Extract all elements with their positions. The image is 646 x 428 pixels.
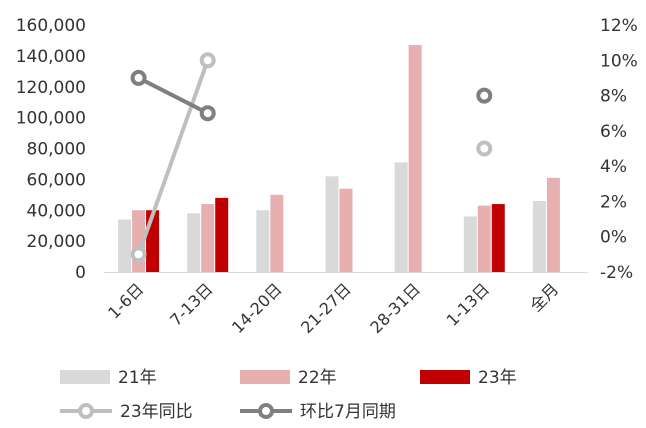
- y-right-tick-label: 4%: [600, 157, 627, 177]
- x-tick-label: 21-27日: [297, 279, 355, 337]
- legend-swatch-23年: [420, 370, 470, 384]
- x-tick-label: 1-6日: [104, 279, 147, 322]
- point-环比7月同期: [130, 69, 147, 86]
- bar-23年: [215, 197, 229, 272]
- y-left-tick-label: 0: [75, 263, 86, 283]
- legend-swatch-21年: [60, 370, 110, 384]
- legend-marker-23年同比: [78, 403, 94, 419]
- bar-21年: [325, 176, 339, 272]
- y-left-tick-label: 160,000: [16, 16, 86, 36]
- x-tick-label: 28-31日: [366, 279, 424, 337]
- legend-marker-环比7月同期: [258, 403, 274, 419]
- y-left-tick-label: 60,000: [27, 170, 86, 190]
- bar-21年: [187, 213, 201, 272]
- bar-22年: [201, 204, 215, 272]
- legend-label: 23年: [478, 368, 517, 388]
- legend-swatch-22年: [240, 370, 290, 384]
- y-right-tick-label: -2%: [600, 263, 633, 283]
- y-right-tick-label: 6%: [600, 122, 627, 142]
- y-right-tick-label: 10%: [600, 51, 638, 71]
- y-right-tick-label: 2%: [600, 192, 627, 212]
- y-left-tick-label: 40,000: [27, 201, 86, 221]
- bar-22年: [339, 188, 353, 272]
- legend-label: 环比7月同期: [300, 402, 396, 422]
- bar-21年: [532, 200, 546, 272]
- point-环比7月同期: [476, 87, 493, 104]
- bar-21年: [463, 216, 477, 272]
- x-tick-label: 7-13日: [166, 279, 216, 329]
- legend-label: 23年同比: [120, 402, 193, 422]
- bar-22年: [408, 45, 422, 272]
- y-left-tick-label: 120,000: [16, 78, 86, 98]
- point-23年同比: [130, 246, 147, 263]
- x-tick-label: 1-13日: [443, 279, 493, 329]
- y-left-tick-label: 100,000: [16, 109, 86, 129]
- x-tick-label: 全月: [526, 279, 562, 315]
- bar-21年: [118, 219, 132, 272]
- bar-22年: [546, 177, 560, 272]
- y-right-tick-label: 12%: [600, 16, 638, 36]
- bar-23年: [491, 204, 505, 272]
- bar-21年: [256, 210, 270, 272]
- bar-22年: [270, 194, 284, 272]
- line-segment-环比7月同期: [137, 76, 209, 115]
- y-right-tick-label: 0%: [600, 228, 627, 248]
- y-left-tick-label: 140,000: [16, 47, 86, 67]
- bar-22年: [477, 205, 491, 272]
- x-tick-label: 14-20日: [228, 279, 286, 337]
- y-right-tick-label: 8%: [600, 87, 627, 107]
- y-left-tick-label: 20,000: [27, 232, 86, 252]
- line-segment-23年同比: [136, 59, 210, 256]
- point-23年同比: [476, 140, 493, 157]
- legend-label: 22年: [298, 368, 337, 388]
- point-环比7月同期: [199, 105, 216, 122]
- point-23年同比: [199, 52, 216, 69]
- y-left-tick-label: 80,000: [27, 140, 86, 160]
- bar-21年: [394, 162, 408, 272]
- legend-label: 21年: [118, 368, 157, 388]
